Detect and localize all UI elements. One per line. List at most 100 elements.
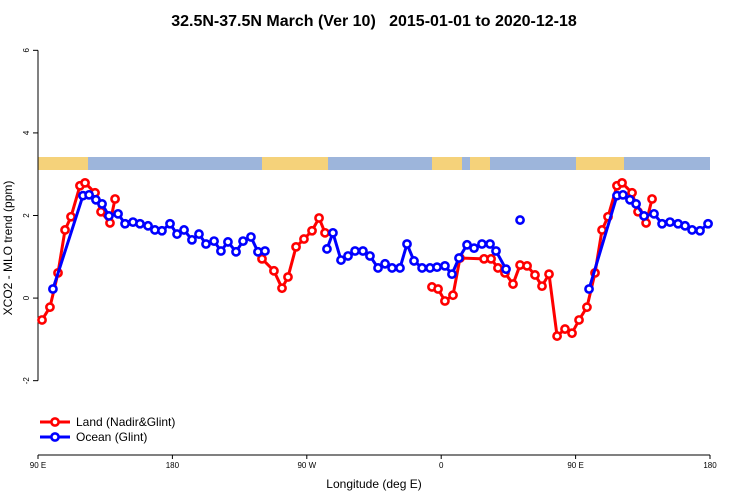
data-point	[680, 220, 690, 231]
data-point	[584, 284, 594, 294]
legend-marker	[50, 417, 60, 427]
data-point	[187, 234, 197, 245]
data-point	[194, 229, 204, 239]
x-tick-label: 90 E	[30, 461, 46, 470]
data-point	[120, 218, 130, 229]
data-point	[299, 234, 309, 244]
y-axis-label: XCO2 - MLO trend (ppm)	[1, 181, 15, 316]
data-point	[567, 328, 577, 339]
data-point	[60, 225, 70, 235]
data-point	[320, 227, 330, 238]
data-point	[485, 239, 495, 249]
data-point	[469, 243, 479, 254]
data-point	[477, 239, 487, 249]
data-point	[322, 244, 332, 254]
data-point	[432, 262, 442, 273]
data-point	[37, 315, 47, 325]
data-point	[84, 189, 94, 200]
data-point	[447, 269, 457, 280]
data-point	[537, 281, 547, 292]
data-point	[216, 246, 226, 256]
plot-area: -2 0 2 4 6 90 E 180 90 W 0 90 E 180 Land (Nadir&Gli…	[22, 48, 717, 470]
data-point	[647, 194, 657, 204]
y-tick-label: 0	[22, 295, 31, 300]
x-tick-label: 180	[703, 461, 717, 470]
legend-marker	[50, 432, 60, 442]
data-point	[508, 279, 518, 289]
data-point	[493, 263, 503, 273]
data-point	[179, 225, 189, 235]
data-point	[409, 256, 419, 266]
data-point	[617, 177, 627, 188]
x-tick-label: 90 E	[567, 461, 583, 470]
data-point	[172, 229, 182, 239]
x-tick-label: 0	[439, 461, 444, 470]
data-point	[209, 236, 219, 246]
data-point	[574, 315, 584, 325]
data-point	[66, 211, 76, 222]
data-point	[486, 253, 496, 264]
data-point	[201, 239, 211, 249]
data-point	[491, 246, 501, 256]
data-point	[373, 263, 383, 273]
data-point	[277, 283, 287, 294]
data-point	[515, 215, 525, 225]
data-point	[440, 296, 450, 306]
data-point	[165, 218, 175, 229]
data-point	[665, 217, 675, 228]
data-point	[238, 236, 248, 246]
data-point	[552, 331, 562, 341]
data-point	[417, 263, 427, 273]
data-point	[291, 241, 301, 252]
data-point	[695, 225, 705, 236]
data-point	[639, 211, 649, 221]
data-point	[257, 253, 267, 264]
data-point	[454, 253, 464, 263]
data-point	[380, 258, 390, 269]
data-point	[358, 246, 368, 256]
data-point	[110, 194, 120, 204]
data-point	[657, 218, 667, 229]
data-point	[365, 251, 375, 261]
data-point	[448, 290, 458, 301]
data-point	[97, 199, 107, 209]
data-point	[544, 269, 554, 280]
data-point	[618, 189, 628, 200]
data-point	[631, 199, 641, 209]
land-ocean-strip	[38, 157, 710, 170]
chart-title: 32.5N-37.5N March (Ver 10) 2015-01-01 to…	[171, 13, 577, 30]
data-point	[328, 227, 338, 238]
data-point	[143, 220, 153, 231]
data-point	[314, 213, 324, 223]
x-tick-label: 90 W	[297, 461, 316, 470]
data-point	[440, 260, 450, 271]
data-point	[231, 246, 241, 257]
data-point	[80, 177, 90, 188]
data-point	[649, 208, 659, 219]
data-point	[703, 218, 713, 229]
data-point	[223, 237, 233, 247]
data-point	[395, 263, 405, 273]
y-tick-label: -2	[22, 377, 31, 385]
y-tick-label: 4	[22, 130, 31, 135]
data-point	[501, 264, 511, 275]
data-point	[402, 239, 412, 249]
data-point	[582, 302, 592, 313]
y-tick-label: 2	[22, 213, 31, 218]
data-point	[387, 263, 397, 273]
data-point	[522, 260, 532, 271]
data-point	[135, 218, 145, 229]
data-point	[336, 255, 346, 265]
legend-label: Land (Nadir&Glint)	[76, 415, 175, 429]
data-point	[343, 251, 353, 261]
legend-label: Ocean (Glint)	[76, 430, 147, 444]
data-point	[246, 232, 256, 242]
data-point	[45, 302, 55, 313]
data-point	[104, 211, 114, 221]
x-tick-label: 180	[166, 461, 180, 470]
data-point	[157, 225, 167, 236]
y-tick-label: 6	[22, 48, 31, 53]
data-point	[48, 284, 58, 294]
